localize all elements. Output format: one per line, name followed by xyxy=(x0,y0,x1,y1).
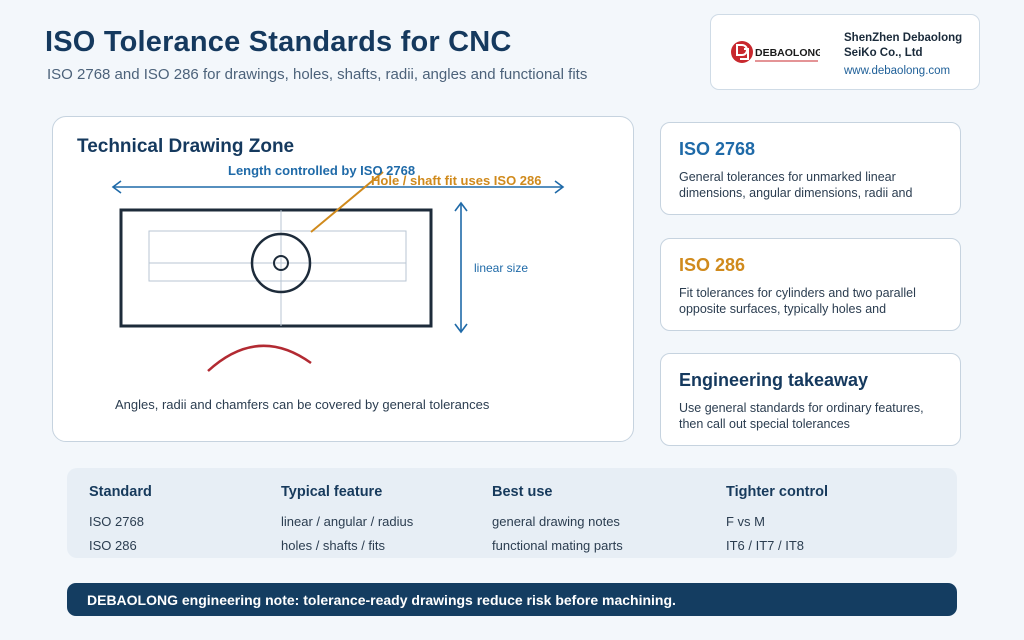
technical-drawing xyxy=(111,171,565,372)
part-outline xyxy=(119,208,433,328)
card-title: ISO 2768 xyxy=(679,139,756,159)
table-cell: ISO 2768 xyxy=(89,514,144,529)
card-title: Engineering takeaway xyxy=(679,370,869,390)
length-label: Length controlled by ISO 2768 xyxy=(228,163,416,178)
card-iso-2768: ISO 2768 General tolerances for unmarked… xyxy=(660,122,961,215)
fit-leader-line xyxy=(310,171,384,233)
card-body: Fit tolerances for cylinders and two par… xyxy=(679,286,916,316)
card-title: ISO 286 xyxy=(679,255,746,275)
debaolong-logo: DEBAOLONG xyxy=(731,41,820,63)
part-inner-boundary xyxy=(148,230,407,282)
table-cell: functional mating parts xyxy=(492,538,623,553)
standards-table: Standard Typical feature Best use Tighte… xyxy=(67,468,957,558)
radius-arc xyxy=(207,344,312,372)
engineering-note-text: DEBAOLONG engineering note: tolerance-re… xyxy=(87,592,676,608)
engineering-note-bar: DEBAOLONG engineering note: tolerance-re… xyxy=(67,583,957,616)
table-header-tighter-control: Tighter control xyxy=(726,484,829,500)
technical-drawing-zone: Technical Drawing Zone Length controlled… xyxy=(52,116,634,442)
drawing-zone-title: Technical Drawing Zone xyxy=(77,136,295,157)
logo-wordmark: DEBAOLONG xyxy=(755,47,820,59)
card-body: Use general standards for ordinary featu… xyxy=(679,401,924,431)
table-cell: ISO 286 xyxy=(89,538,137,553)
hole-outer-circle xyxy=(250,232,312,294)
fit-label: Hole / shaft fit uses ISO 286 xyxy=(371,173,542,188)
table-cell: F vs M xyxy=(726,514,765,529)
page-title: ISO Tolerance Standards for CNC xyxy=(45,26,512,58)
table-cell: linear / angular / radius xyxy=(281,514,414,529)
company-name-line2: SeiKo Co., Ltd xyxy=(844,47,923,59)
company-url[interactable]: www.debaolong.com xyxy=(844,65,951,77)
brand-card: DEBAOLONG ShenZhen Debaolong SeiKo Co., … xyxy=(710,14,980,90)
linear-size-label: linear size xyxy=(474,261,529,275)
hole-inner-circle xyxy=(273,255,289,271)
linear-size-dimension-line xyxy=(454,201,468,334)
card-iso-286: ISO 286 Fit tolerances for cylinders and… xyxy=(660,238,961,331)
card-engineering-takeaway: Engineering takeaway Use general standar… xyxy=(660,353,961,446)
company-name-line1: ShenZhen Debaolong xyxy=(844,32,963,44)
table-header-standard: Standard xyxy=(89,484,152,500)
card-body: General tolerances for unmarked linear d… xyxy=(679,170,913,200)
drawing-zone-footnote: Angles, radii and chamfers can be covere… xyxy=(115,397,490,412)
company-name: ShenZhen Debaolong SeiKo Co., Ltd xyxy=(844,31,974,61)
table-header-typical-feature: Typical feature xyxy=(281,484,383,500)
page-subtitle: ISO 2768 and ISO 286 for drawings, holes… xyxy=(47,66,588,83)
table-header-best-use: Best use xyxy=(492,484,553,500)
table-cell: IT6 / IT7 / IT8 xyxy=(726,538,805,553)
table-cell: general drawing notes xyxy=(492,514,620,529)
length-dimension-line xyxy=(111,180,565,194)
table-cell: holes / shafts / fits xyxy=(281,538,386,553)
